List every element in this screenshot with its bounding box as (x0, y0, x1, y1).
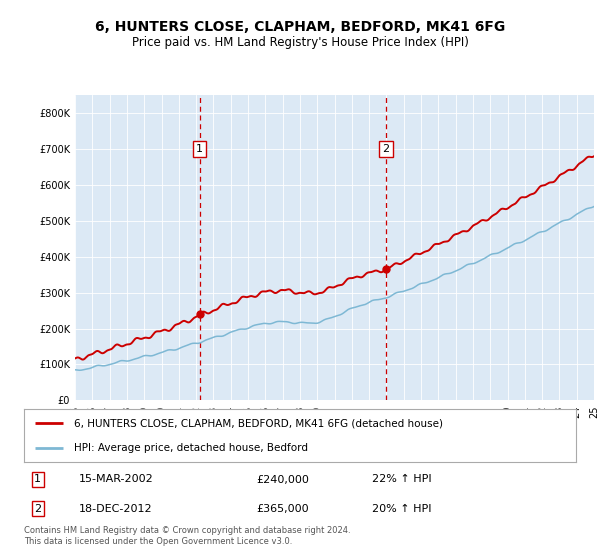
Text: HPI: Average price, detached house, Bedford: HPI: Average price, detached house, Bedf… (74, 442, 308, 452)
Text: Price paid vs. HM Land Registry's House Price Index (HPI): Price paid vs. HM Land Registry's House … (131, 36, 469, 49)
Text: £240,000: £240,000 (256, 474, 309, 484)
Text: 6, HUNTERS CLOSE, CLAPHAM, BEDFORD, MK41 6FG: 6, HUNTERS CLOSE, CLAPHAM, BEDFORD, MK41… (95, 20, 505, 34)
Text: 6, HUNTERS CLOSE, CLAPHAM, BEDFORD, MK41 6FG (detached house): 6, HUNTERS CLOSE, CLAPHAM, BEDFORD, MK41… (74, 418, 443, 428)
Text: 22% ↑ HPI: 22% ↑ HPI (372, 474, 431, 484)
Text: 1: 1 (196, 144, 203, 154)
Text: 2: 2 (382, 144, 389, 154)
Text: 2: 2 (34, 504, 41, 514)
Text: Contains HM Land Registry data © Crown copyright and database right 2024.
This d: Contains HM Land Registry data © Crown c… (24, 526, 350, 546)
Text: 18-DEC-2012: 18-DEC-2012 (79, 504, 153, 514)
Text: 15-MAR-2002: 15-MAR-2002 (79, 474, 154, 484)
Text: 20% ↑ HPI: 20% ↑ HPI (372, 504, 431, 514)
Text: 1: 1 (34, 474, 41, 484)
Text: £365,000: £365,000 (256, 504, 308, 514)
